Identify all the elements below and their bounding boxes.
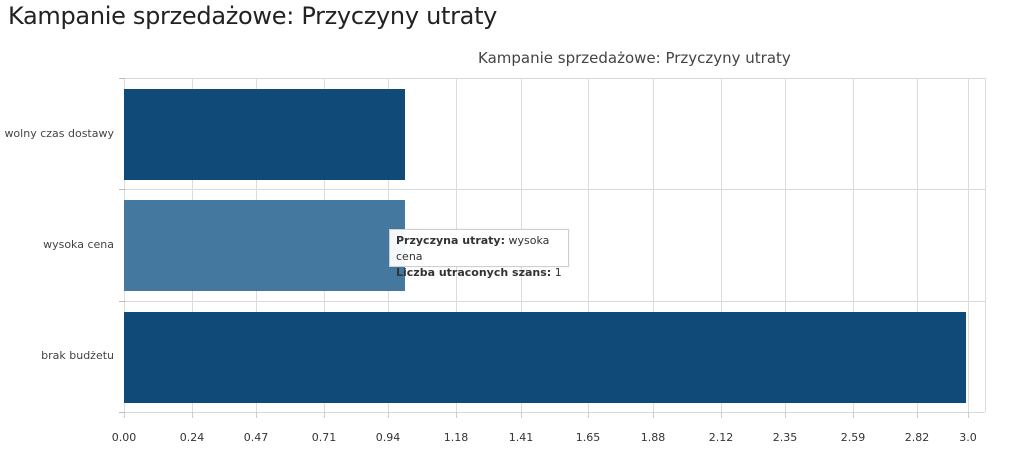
- x-tick-label: 2.35: [772, 431, 798, 444]
- x-tick-mark: [256, 412, 257, 418]
- x-tick-label: 2.82: [904, 431, 930, 444]
- bar-wysoka-cena[interactable]: [124, 200, 405, 291]
- x-tick-label: 0.00: [111, 431, 137, 444]
- x-tick-mark: [324, 412, 325, 418]
- tooltip-label-count: Liczba utraconych szans:: [396, 266, 552, 279]
- y-tick-mark: [119, 412, 125, 413]
- x-tick-mark: [853, 412, 854, 418]
- grid-line-horizontal: [124, 301, 985, 302]
- x-tick-label: 3.0: [959, 431, 977, 444]
- x-tick-label: 1.88: [640, 431, 666, 444]
- x-tick-mark: [968, 412, 969, 418]
- plot-border-right: [985, 78, 986, 412]
- y-tick-mark: [119, 78, 125, 79]
- grid-line-vertical: [588, 78, 589, 412]
- y-axis-label: wysoka cena: [43, 238, 114, 251]
- grid-line-vertical: [653, 78, 654, 412]
- page-title: Kampanie sprzedażowe: Przyczyny utraty: [8, 2, 498, 30]
- x-tick-mark: [388, 412, 389, 418]
- grid-line-vertical: [721, 78, 722, 412]
- x-tick-label: 1.18: [443, 431, 469, 444]
- y-tick-mark: [119, 189, 125, 190]
- grid-line-horizontal: [124, 412, 985, 413]
- tooltip-label-reason: Przyczyna utraty:: [396, 234, 506, 247]
- x-tick-mark: [917, 412, 918, 418]
- bar-brak-budżetu[interactable]: [124, 312, 966, 403]
- x-tick-mark: [124, 412, 125, 418]
- y-axis-label: wolny czas dostawy: [4, 127, 114, 140]
- bar-wolny-czas-dostawy[interactable]: [124, 89, 405, 180]
- grid-line-horizontal: [124, 189, 985, 190]
- grid-line-vertical: [853, 78, 854, 412]
- x-tick-mark: [456, 412, 457, 418]
- x-tick-label: 1.65: [575, 431, 601, 444]
- x-tick-mark: [721, 412, 722, 418]
- x-tick-mark: [653, 412, 654, 418]
- y-tick-mark: [119, 301, 125, 302]
- tooltip-value-reason: wysoka cena: [396, 234, 550, 263]
- y-axis-label: brak budżetu: [41, 349, 114, 362]
- x-tick-mark: [521, 412, 522, 418]
- x-tick-label: 1.41: [508, 431, 534, 444]
- x-tick-label: 0.47: [243, 431, 269, 444]
- grid-line-vertical: [968, 78, 969, 412]
- x-tick-mark: [192, 412, 193, 418]
- grid-line-vertical: [785, 78, 786, 412]
- x-tick-label: 0.71: [311, 431, 337, 444]
- x-tick-label: 0.94: [375, 431, 401, 444]
- x-tick-mark: [588, 412, 589, 418]
- tooltip-value-count: 1: [554, 266, 562, 279]
- chart-title: Kampanie sprzedażowe: Przyczyny utraty: [478, 49, 791, 67]
- x-tick-label: 0.24: [179, 431, 205, 444]
- tooltip: Przyczyna utraty: wysoka cena Liczba utr…: [389, 229, 569, 279]
- grid-line-vertical: [917, 78, 918, 412]
- x-tick-label: 2.59: [840, 431, 866, 444]
- grid-line-horizontal: [124, 78, 985, 79]
- plot-area: [124, 78, 986, 413]
- x-tick-mark: [785, 412, 786, 418]
- x-tick-label: 2.12: [708, 431, 734, 444]
